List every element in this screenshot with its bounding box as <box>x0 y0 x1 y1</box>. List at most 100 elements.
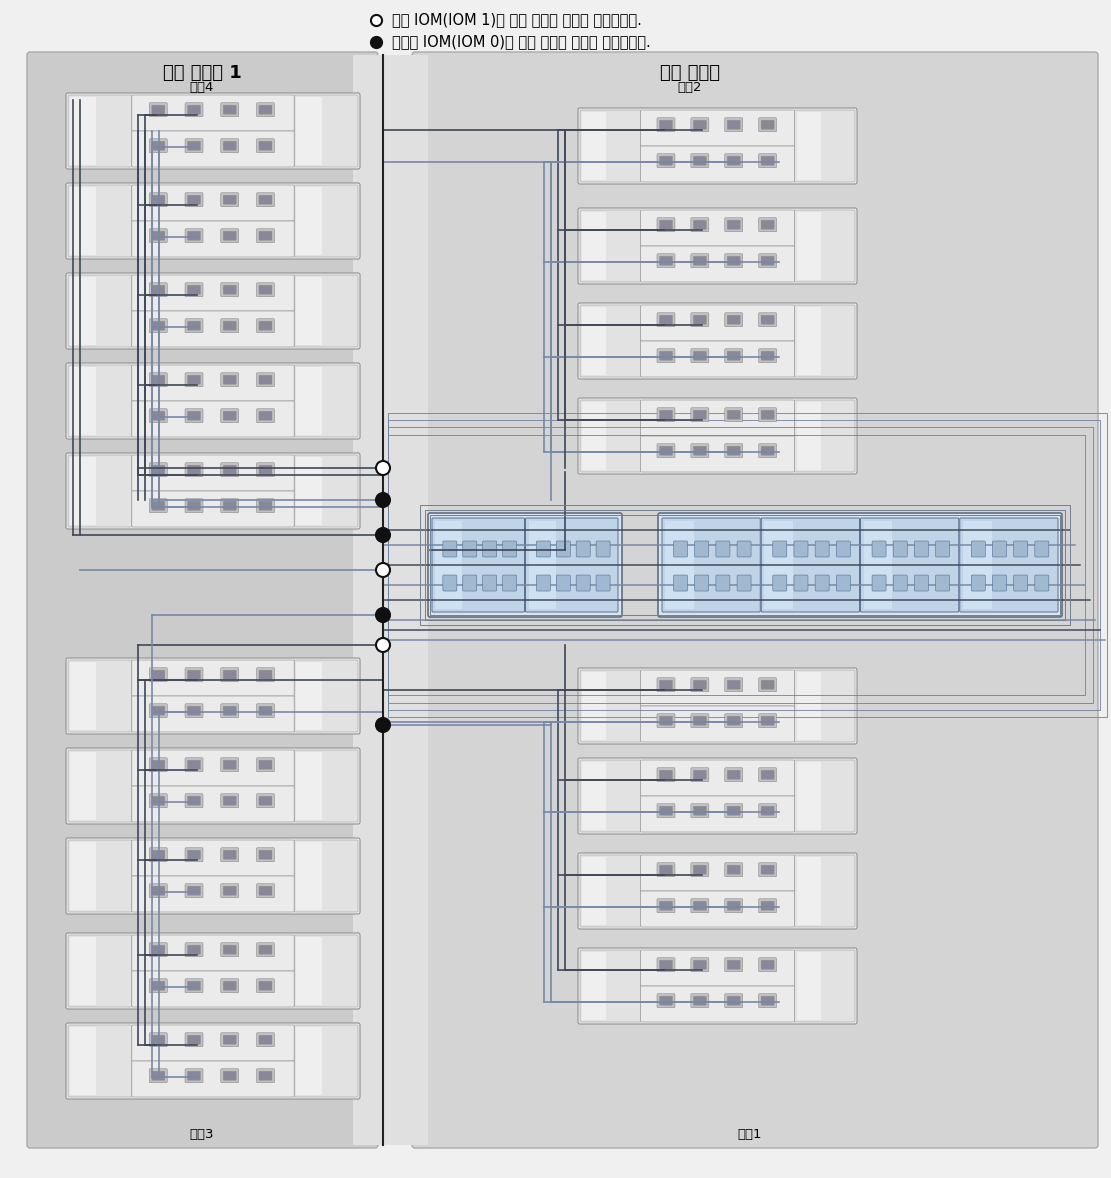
Bar <box>863 521 892 609</box>
FancyBboxPatch shape <box>724 349 743 363</box>
FancyBboxPatch shape <box>132 696 294 732</box>
Bar <box>70 457 96 525</box>
FancyBboxPatch shape <box>657 803 675 818</box>
FancyBboxPatch shape <box>761 157 774 165</box>
FancyBboxPatch shape <box>715 575 730 591</box>
FancyBboxPatch shape <box>257 848 274 862</box>
FancyBboxPatch shape <box>132 660 294 696</box>
FancyBboxPatch shape <box>188 322 200 330</box>
FancyBboxPatch shape <box>660 866 672 874</box>
FancyBboxPatch shape <box>149 668 168 682</box>
FancyBboxPatch shape <box>188 796 200 806</box>
Text: 위쪽 IOM(IOM 1)에 대한 케이블 연결을 나타냅니다.: 위쪽 IOM(IOM 1)에 대한 케이블 연결을 나타냅니다. <box>392 13 642 27</box>
FancyBboxPatch shape <box>660 257 672 265</box>
FancyBboxPatch shape <box>992 575 1007 591</box>
FancyBboxPatch shape <box>257 102 274 117</box>
FancyBboxPatch shape <box>188 1071 200 1080</box>
FancyBboxPatch shape <box>691 349 709 363</box>
FancyBboxPatch shape <box>724 958 743 972</box>
FancyBboxPatch shape <box>724 768 743 782</box>
FancyBboxPatch shape <box>960 518 1058 613</box>
FancyBboxPatch shape <box>914 541 929 557</box>
FancyBboxPatch shape <box>132 935 294 971</box>
FancyBboxPatch shape <box>537 575 550 591</box>
FancyBboxPatch shape <box>728 157 740 165</box>
FancyBboxPatch shape <box>188 760 200 769</box>
FancyBboxPatch shape <box>691 154 709 167</box>
FancyBboxPatch shape <box>728 866 740 874</box>
FancyBboxPatch shape <box>152 376 164 384</box>
FancyBboxPatch shape <box>221 463 239 477</box>
FancyBboxPatch shape <box>223 105 237 114</box>
FancyBboxPatch shape <box>657 958 675 972</box>
FancyBboxPatch shape <box>221 193 239 207</box>
FancyBboxPatch shape <box>68 95 132 167</box>
FancyBboxPatch shape <box>223 141 237 151</box>
FancyBboxPatch shape <box>149 229 168 243</box>
FancyBboxPatch shape <box>773 575 787 591</box>
FancyBboxPatch shape <box>68 365 132 437</box>
FancyBboxPatch shape <box>660 770 672 780</box>
FancyBboxPatch shape <box>223 285 237 294</box>
FancyBboxPatch shape <box>715 541 730 557</box>
FancyBboxPatch shape <box>294 1025 358 1097</box>
FancyBboxPatch shape <box>759 444 777 458</box>
FancyBboxPatch shape <box>580 855 641 927</box>
FancyBboxPatch shape <box>728 120 740 130</box>
FancyBboxPatch shape <box>641 796 794 832</box>
FancyBboxPatch shape <box>257 668 274 682</box>
FancyBboxPatch shape <box>1013 541 1028 557</box>
FancyBboxPatch shape <box>152 322 164 330</box>
FancyBboxPatch shape <box>482 575 497 591</box>
FancyBboxPatch shape <box>221 794 239 808</box>
Bar <box>797 858 821 925</box>
Bar <box>70 937 96 1005</box>
FancyBboxPatch shape <box>693 410 707 419</box>
FancyBboxPatch shape <box>657 349 675 363</box>
Circle shape <box>376 528 390 542</box>
FancyBboxPatch shape <box>186 848 203 862</box>
FancyBboxPatch shape <box>724 803 743 818</box>
Bar <box>388 421 1100 710</box>
FancyBboxPatch shape <box>68 750 132 822</box>
FancyBboxPatch shape <box>657 714 675 728</box>
FancyBboxPatch shape <box>693 716 707 726</box>
Bar <box>420 505 1070 626</box>
FancyBboxPatch shape <box>152 851 164 859</box>
FancyBboxPatch shape <box>761 410 774 419</box>
Bar <box>426 510 1065 620</box>
FancyBboxPatch shape <box>693 157 707 165</box>
FancyBboxPatch shape <box>759 118 777 132</box>
FancyBboxPatch shape <box>578 108 857 184</box>
FancyBboxPatch shape <box>259 981 272 991</box>
FancyBboxPatch shape <box>257 979 274 993</box>
FancyBboxPatch shape <box>761 901 774 911</box>
FancyBboxPatch shape <box>660 806 672 815</box>
FancyBboxPatch shape <box>728 410 740 419</box>
FancyBboxPatch shape <box>257 1033 274 1047</box>
FancyBboxPatch shape <box>657 994 675 1007</box>
Bar <box>797 402 821 470</box>
FancyBboxPatch shape <box>221 102 239 117</box>
FancyBboxPatch shape <box>188 231 200 240</box>
FancyBboxPatch shape <box>761 446 774 455</box>
FancyBboxPatch shape <box>132 1061 294 1097</box>
FancyBboxPatch shape <box>186 372 203 386</box>
FancyBboxPatch shape <box>693 316 707 324</box>
FancyBboxPatch shape <box>221 372 239 386</box>
FancyBboxPatch shape <box>257 319 274 332</box>
FancyBboxPatch shape <box>557 541 570 557</box>
FancyBboxPatch shape <box>724 444 743 458</box>
FancyBboxPatch shape <box>657 118 675 132</box>
FancyBboxPatch shape <box>660 960 672 969</box>
FancyBboxPatch shape <box>761 257 774 265</box>
Bar <box>353 55 428 1145</box>
FancyBboxPatch shape <box>257 884 274 898</box>
FancyBboxPatch shape <box>794 670 855 742</box>
FancyBboxPatch shape <box>660 901 672 911</box>
Bar <box>297 1027 322 1096</box>
FancyBboxPatch shape <box>186 757 203 772</box>
FancyBboxPatch shape <box>914 575 929 591</box>
FancyBboxPatch shape <box>580 670 641 742</box>
FancyBboxPatch shape <box>186 463 203 477</box>
